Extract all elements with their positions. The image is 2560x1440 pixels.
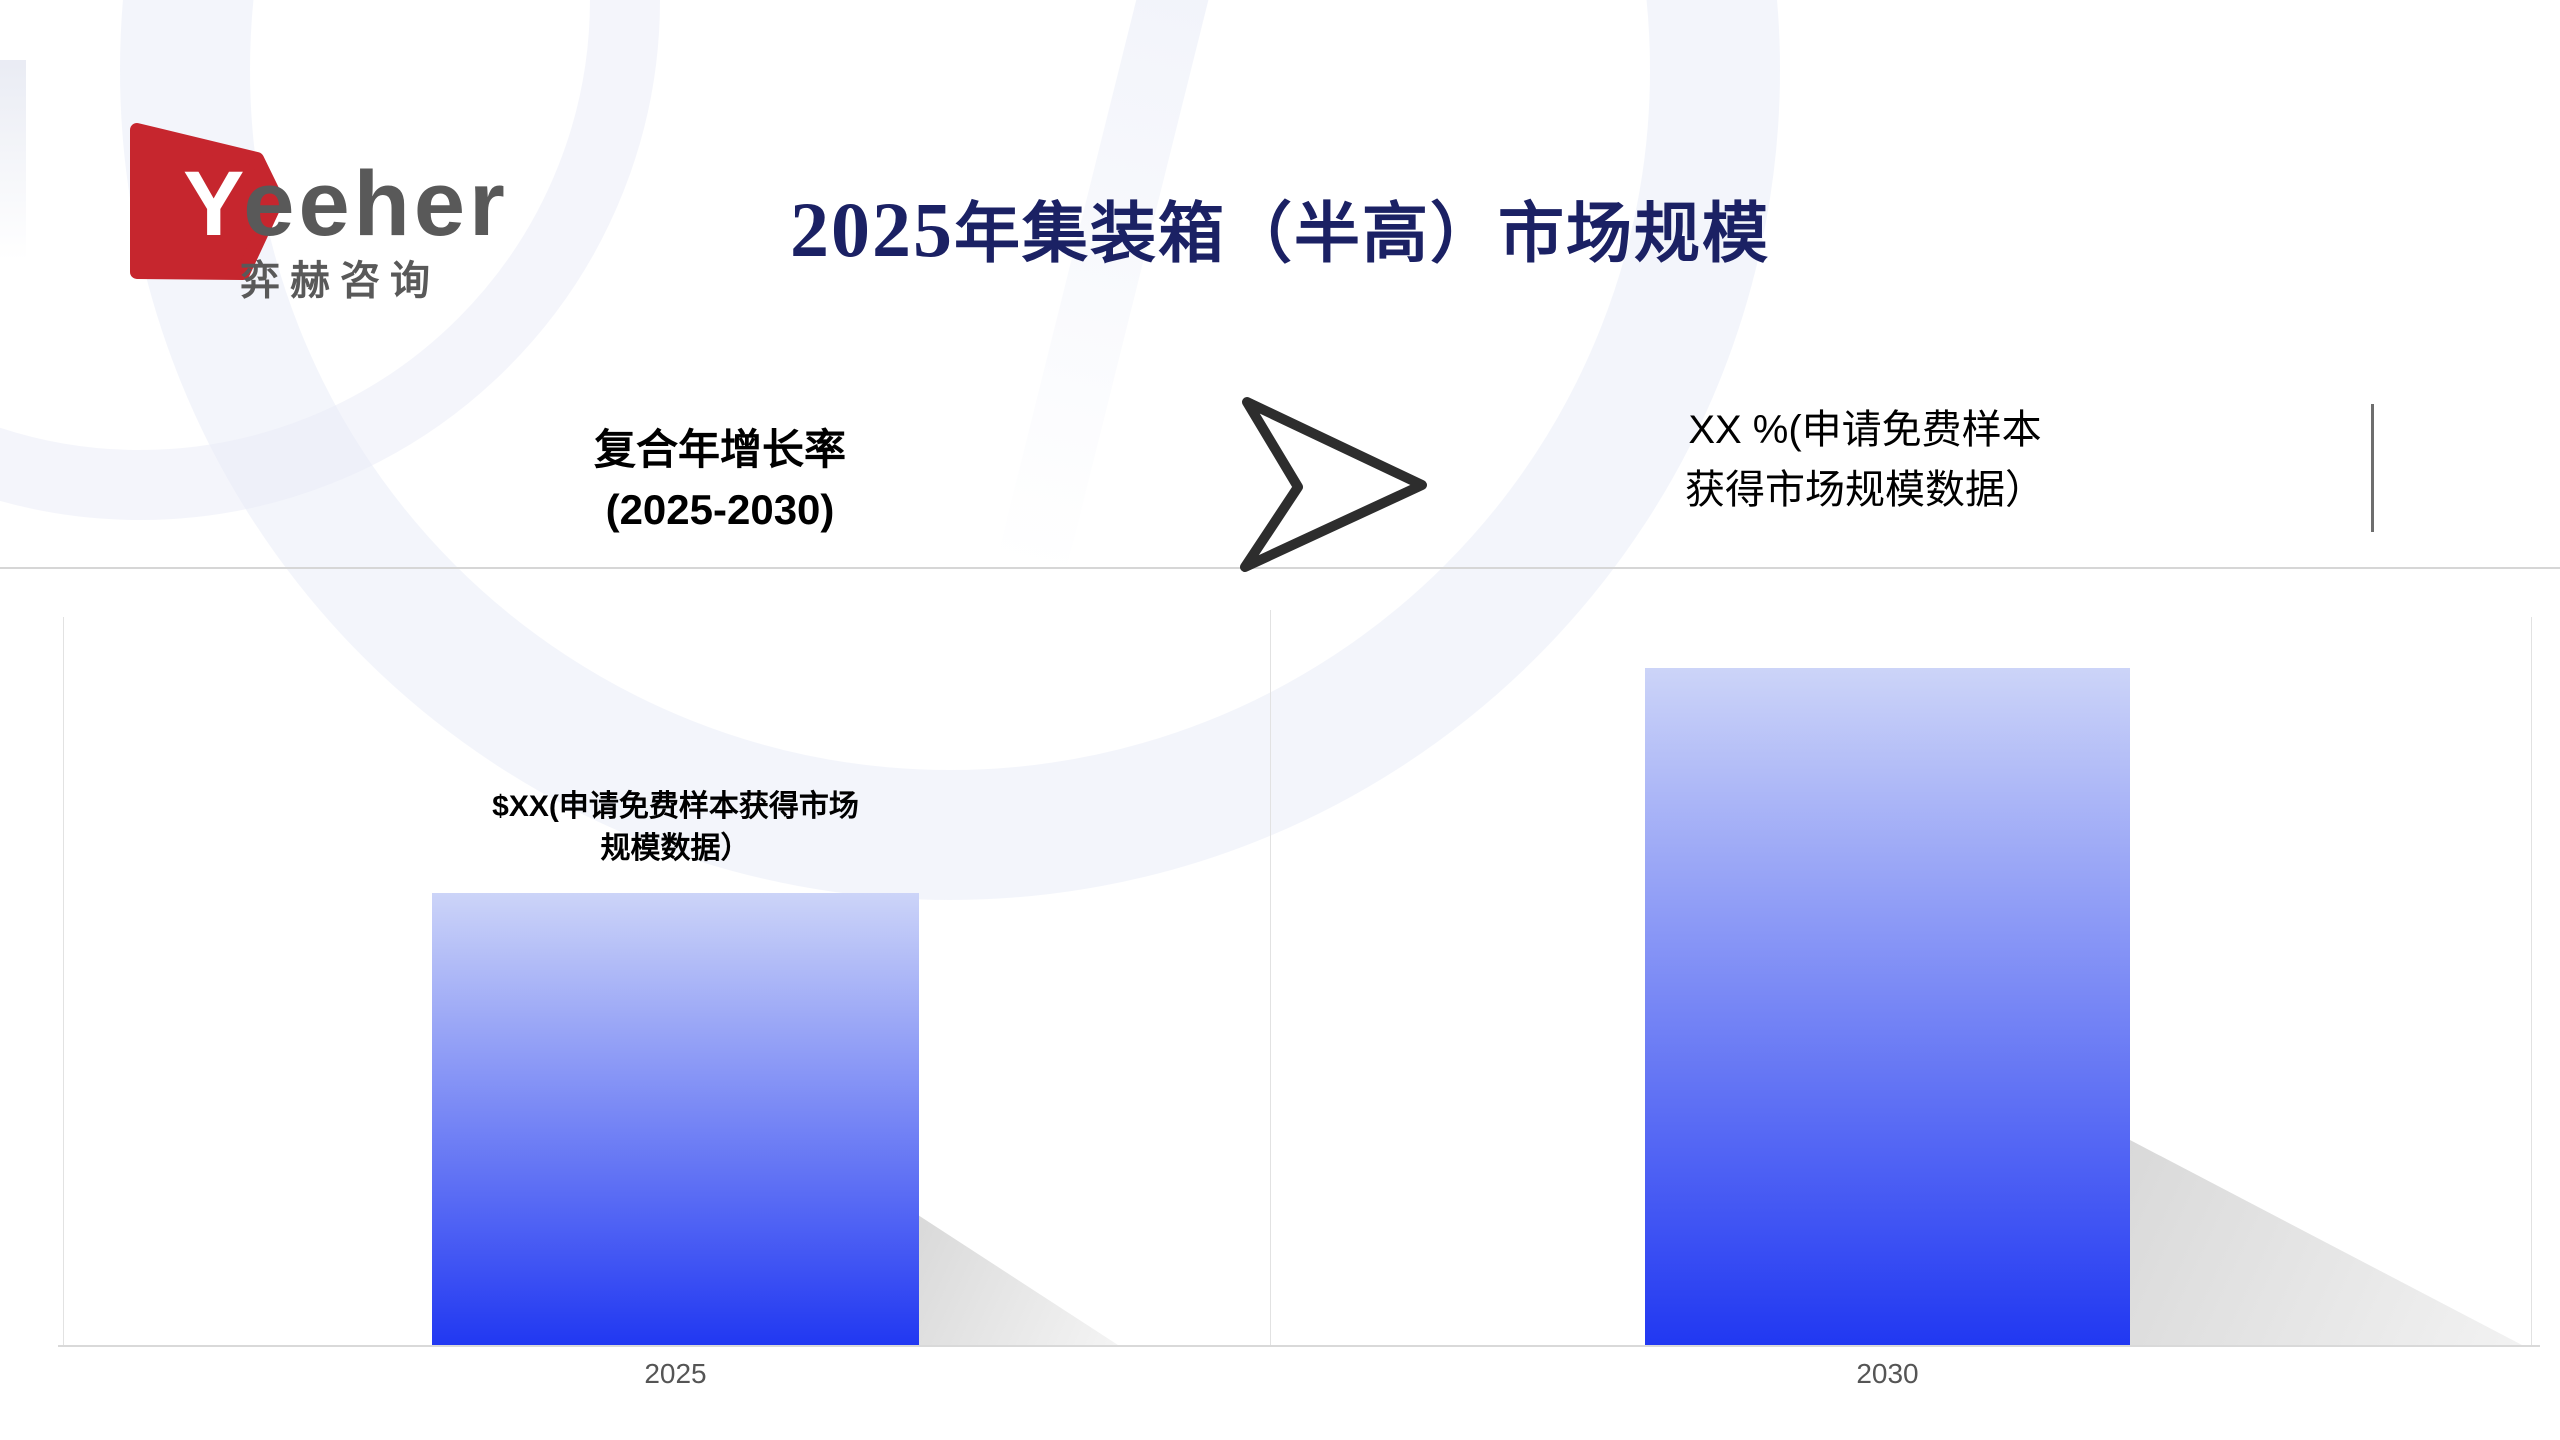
cagr-value-line1: XX %(申请免费样本 bbox=[1688, 408, 2042, 452]
plot-divider bbox=[1270, 610, 1271, 1345]
bar-shadow bbox=[2130, 1140, 2522, 1345]
x-axis bbox=[58, 1345, 2540, 1347]
cagr-label: 复合年增长率 (2025-2030) bbox=[460, 420, 980, 540]
plot-border-left bbox=[63, 617, 64, 1345]
plot-border-right bbox=[2531, 617, 2532, 1345]
background-swoosh bbox=[996, 0, 1224, 579]
brand-initial: Y bbox=[183, 153, 244, 255]
arrow-icon bbox=[1240, 397, 1427, 572]
x-tick-2025: 2025 bbox=[644, 1358, 707, 1389]
page-title: 2025年集装箱（半高）市场规模 bbox=[790, 180, 1770, 276]
logo: Yeeher 弈赫咨询 bbox=[130, 122, 510, 303]
title-text: 年集装箱（半高）市场规模 bbox=[954, 196, 1770, 270]
brand-name: Yeeher bbox=[183, 158, 509, 250]
x-tick-2030: 2030 bbox=[1856, 1358, 1919, 1389]
logo-mark-icon bbox=[130, 123, 284, 280]
brand-subtitle: 弈赫咨询 bbox=[240, 259, 440, 303]
cagr-line2: (2025-2030) bbox=[605, 486, 835, 533]
background-swoosh bbox=[0, 60, 26, 260]
vertical-divider bbox=[2371, 404, 2374, 532]
cagr-line1: 复合年增长率 bbox=[593, 426, 846, 473]
bar-2030 bbox=[1645, 668, 2130, 1345]
section-divider bbox=[0, 567, 2560, 569]
title-year: 2025 bbox=[790, 186, 954, 273]
cagr-value-line2: 获得市场规模数据） bbox=[1685, 468, 2045, 512]
bar-value-line2: 规模数据） bbox=[600, 832, 751, 865]
bar-2025 bbox=[432, 893, 919, 1345]
cagr-value: XX %(申请免费样本 获得市场规模数据） bbox=[1560, 400, 2170, 520]
bar-value-label: $XX(申请免费样本获得市场 规模数据） bbox=[432, 786, 919, 870]
brand-rest: eeher bbox=[243, 153, 509, 255]
bar-value-line1: $XX(申请免费样本获得市场 bbox=[492, 790, 859, 823]
bar-shadow bbox=[918, 1215, 1118, 1345]
